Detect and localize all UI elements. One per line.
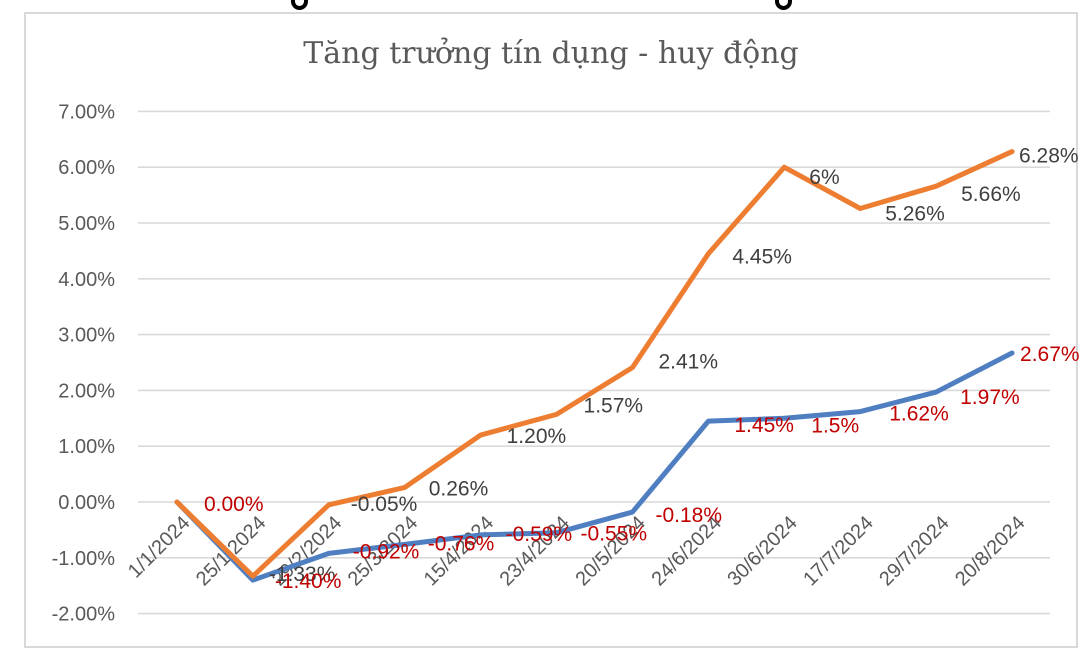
data-label-series_orange: 1.20% bbox=[507, 425, 567, 448]
x-axis-tick-label: 30/6/2024 bbox=[723, 512, 801, 590]
data-label-series_orange: 2.41% bbox=[658, 351, 718, 374]
data-label-series_orange: 5.66% bbox=[961, 183, 1021, 206]
data-label-series_orange: 1.57% bbox=[584, 394, 644, 417]
series-line-series_blue bbox=[174, 350, 1015, 583]
x-axis-tick-label: 1/1/2024 bbox=[124, 512, 195, 583]
chart-container bbox=[24, 12, 1078, 648]
y-axis-tick-label: -1.00% bbox=[52, 548, 116, 570]
data-label-series_orange: 6.28% bbox=[1019, 145, 1079, 168]
data-label-series_blue: 1.62% bbox=[889, 403, 949, 426]
data-label-series_orange: 6% bbox=[809, 166, 839, 189]
cropped-text-descender bbox=[291, 0, 308, 10]
cropped-text-descender bbox=[775, 0, 792, 10]
data-label-series_orange: -0.05% bbox=[351, 493, 418, 516]
y-axis-tick-label: 0.00% bbox=[58, 492, 115, 514]
chart-title: Tăng trưởng tín dụng - huy động bbox=[303, 36, 799, 71]
data-label-series_blue: 0.00% bbox=[204, 493, 264, 516]
y-axis-tick-label: 5.00% bbox=[58, 213, 115, 235]
y-axis-tick-label: 2.00% bbox=[58, 380, 115, 402]
x-axis-tick-label: 17/7/2024 bbox=[799, 512, 877, 590]
data-label-series_blue: -0.76% bbox=[428, 532, 495, 555]
y-axis-tick-label: 6.00% bbox=[58, 157, 115, 179]
y-axis-tick-label: 3.00% bbox=[58, 325, 115, 347]
x-axis-tick-label: 29/7/2024 bbox=[875, 512, 953, 590]
y-axis-tick-label: 7.00% bbox=[58, 101, 115, 123]
data-label-series_orange: 0.26% bbox=[429, 477, 489, 500]
y-axis-tick-label: 1.00% bbox=[58, 436, 115, 458]
data-label-series_blue: -0.55% bbox=[581, 523, 648, 546]
data-label-series_blue: 1.45% bbox=[734, 414, 794, 437]
data-label-series_blue: 1.5% bbox=[811, 414, 859, 437]
data-label-series_blue: -0.59% bbox=[506, 523, 573, 546]
y-axis-tick-label: -2.00% bbox=[52, 604, 116, 626]
data-label-series_blue: -1.40% bbox=[275, 570, 342, 593]
data-label-series_orange: 4.45% bbox=[732, 246, 792, 269]
data-label-series_blue: 1.97% bbox=[960, 386, 1020, 409]
data-label-series_blue: 2.67% bbox=[1020, 343, 1080, 366]
series-line-series_orange bbox=[174, 149, 1015, 579]
data-label-series_blue: -0.92% bbox=[353, 540, 420, 563]
y-axis-tick-label: 4.00% bbox=[58, 269, 115, 291]
data-label-series_orange: -1.33% bbox=[269, 563, 336, 586]
data-label-series_blue: -0.18% bbox=[655, 504, 722, 527]
x-axis-tick-label: 20/8/2024 bbox=[951, 512, 1029, 590]
data-label-series_orange: 5.26% bbox=[885, 202, 945, 225]
